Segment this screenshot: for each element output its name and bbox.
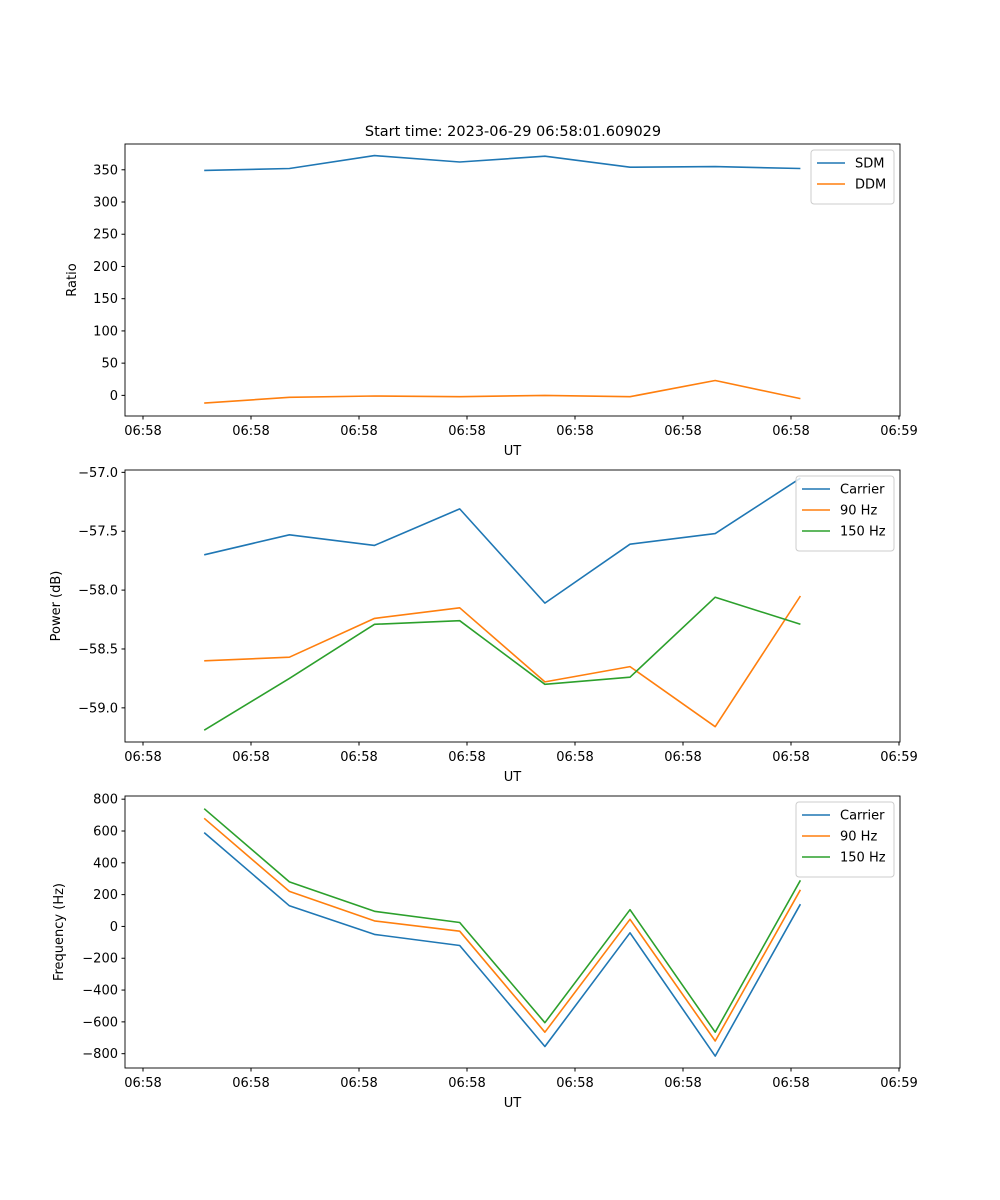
- x-tick-label: 06:58: [232, 424, 269, 439]
- legend-label: 90 Hz: [840, 830, 877, 845]
- series-line-90-hz: [203, 817, 802, 1042]
- legend-label: 150 Hz: [840, 525, 886, 540]
- y-tick-label: 50: [101, 357, 118, 372]
- legend-label: Carrier: [840, 809, 885, 824]
- x-tick-label: 06:58: [232, 750, 269, 765]
- x-tick-label: 06:58: [664, 1076, 701, 1091]
- x-tick-label: 06:58: [448, 424, 485, 439]
- frequency-panel: −800 −600 −400 −200 0 200 400 600 800 06:58 06:58 0…: [52, 793, 918, 1111]
- y-tick-label: 350: [93, 163, 118, 178]
- x-tick-label: 06:58: [556, 424, 593, 439]
- series-line-ddm: [204, 379, 801, 404]
- y-tick-label: −600: [82, 1015, 118, 1030]
- x-tick-label: 06:59: [880, 424, 917, 439]
- y-tick-label: −59.0: [78, 701, 118, 716]
- y-axis-label: Ratio: [65, 263, 80, 296]
- y-tick-label: 600: [93, 824, 118, 839]
- y-tick-label: 400: [93, 856, 118, 871]
- series-line-carrier: [203, 831, 802, 1057]
- x-tick-label: 06:58: [232, 1076, 269, 1091]
- legend: Carrier 90 Hz 150 Hz: [795, 801, 895, 878]
- legend-label: SDM: [855, 157, 884, 172]
- figure-title: Start time: 2023-06-29 06:58:01.609029: [365, 124, 661, 140]
- x-tick-label: 06:58: [772, 1076, 809, 1091]
- y-tick-label: 0: [110, 920, 118, 935]
- y-tick-label: 200: [93, 888, 118, 903]
- ratio-panel: 0 50 100 150 200 250 300 350 06:58 06:58 06:58 06:5…: [65, 143, 918, 459]
- y-tick-label: −200: [82, 952, 118, 967]
- legend-box: [795, 475, 895, 552]
- x-tick-label: 06:58: [340, 750, 377, 765]
- y-axis-label: Frequency (Hz): [52, 883, 67, 981]
- series-line-90-hz: [204, 595, 802, 728]
- y-tick-label: 0: [110, 389, 118, 404]
- plot-frame: [124, 143, 901, 417]
- x-tick-label: 06:59: [880, 750, 917, 765]
- y-tick-label: −57.0: [78, 466, 118, 481]
- legend-label: 150 Hz: [840, 851, 886, 866]
- y-axis-label: Power (dB): [49, 571, 64, 642]
- y-tick-label: −58.5: [78, 642, 118, 657]
- x-tick-label: 06:58: [340, 424, 377, 439]
- x-tick-label: 06:58: [448, 1076, 485, 1091]
- y-tick-label: 250: [93, 228, 118, 243]
- legend: Carrier 90 Hz 150 Hz: [795, 475, 895, 552]
- x-tick-label: 06:58: [448, 750, 485, 765]
- x-tick-label: 06:58: [772, 424, 809, 439]
- series-line-150-hz: [203, 808, 802, 1033]
- x-tick-label: 06:59: [880, 1076, 917, 1091]
- x-tick-label: 06:58: [664, 424, 701, 439]
- legend-label: Carrier: [840, 483, 885, 498]
- y-tick-label: 800: [93, 793, 118, 808]
- series-line-sdm: [204, 154, 801, 172]
- legend: SDM DDM: [810, 149, 895, 205]
- y-tick-label: −400: [82, 984, 118, 999]
- x-tick-label: 06:58: [340, 1076, 377, 1091]
- legend-label: 90 Hz: [840, 504, 877, 519]
- series-line-carrier: [204, 477, 801, 604]
- legend-box: [795, 801, 895, 878]
- x-tick-label: 06:58: [664, 750, 701, 765]
- y-tick-label: −800: [82, 1047, 118, 1062]
- y-tick-label: −58.0: [78, 584, 118, 599]
- x-tick-label: 06:58: [556, 750, 593, 765]
- x-axis-label: UT: [504, 444, 522, 459]
- plot-frame: [124, 795, 901, 1069]
- y-tick-label: 200: [93, 260, 118, 275]
- x-tick-label: 06:58: [124, 424, 161, 439]
- x-tick-label: 06:58: [556, 1076, 593, 1091]
- x-tick-label: 06:58: [772, 750, 809, 765]
- x-axis-label: UT: [504, 1096, 522, 1111]
- x-axis-label: UT: [504, 770, 522, 785]
- y-tick-label: −57.5: [78, 525, 118, 540]
- power-panel: −59.0 −58.5 −58.0 −57.5 −57.0 06:58 06:58 06:58…: [49, 466, 918, 785]
- y-tick-label: 100: [93, 324, 118, 339]
- x-tick-label: 06:58: [124, 1076, 161, 1091]
- x-tick-label: 06:58: [124, 750, 161, 765]
- y-tick-label: 150: [93, 292, 118, 307]
- plot-frame: [124, 469, 901, 743]
- series-line-150-hz: [203, 596, 801, 731]
- y-tick-label: 300: [93, 196, 118, 211]
- legend-label: DDM: [855, 178, 886, 193]
